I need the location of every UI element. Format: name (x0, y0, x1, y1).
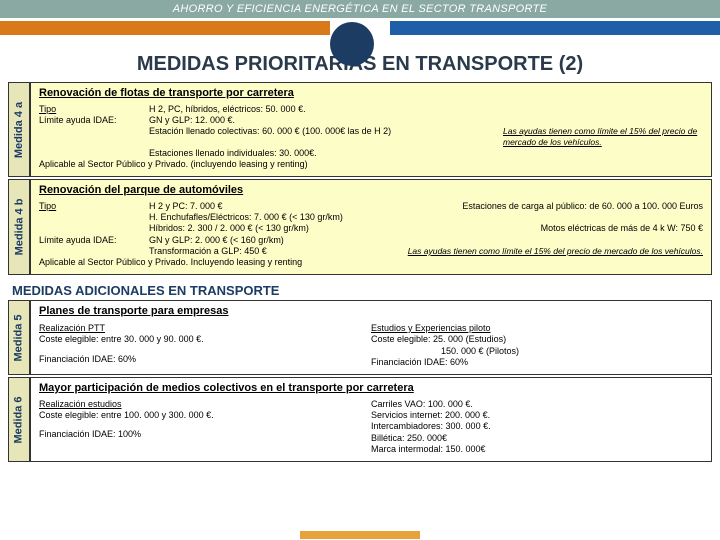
box-4a: Renovación de flotas de transporte por c… (30, 82, 712, 177)
m5-col1: Realización PTT Coste elegible: entre 30… (39, 323, 371, 368)
m6-col1: Realización estudios Coste elegible: ent… (39, 399, 371, 455)
m6c2d: Billética: 250. 000€ (371, 433, 703, 444)
note-4a: Las ayudas tienen como límite el 15% del… (503, 126, 703, 147)
tab-6-label: Medida 6 (13, 396, 25, 443)
section-6: Medida 6 Mayor participación de medios c… (8, 377, 712, 462)
tab-5-label: Medida 5 (13, 314, 25, 361)
label-limite-b: Límite ayuda IDAE: (39, 235, 149, 246)
m6c1a: Realización estudios (39, 399, 122, 409)
section-4a: Medida 4 a Renovación de flotas de trans… (8, 82, 712, 177)
val-2: GN y GLP: 12. 000 €. (149, 115, 703, 126)
val-3: Estación llenado colectivas: 60. 000 € (… (149, 126, 503, 147)
val-4: Estaciones llenado individuales: 30. 000… (149, 148, 703, 159)
m5c2a: Estudios y Experiencias piloto (371, 323, 491, 333)
label-limite: Límite ayuda IDAE: (39, 115, 149, 126)
bval-6: Aplicable al Sector Público y Privado. I… (39, 257, 703, 268)
m5-col2: Estudios y Experiencias piloto Coste ele… (371, 323, 703, 368)
heading-4a: Renovación de flotas de transporte por c… (39, 87, 703, 101)
m6c2a: Carriles VAO: 100. 000 €. (371, 399, 703, 410)
val-1: H 2, PC, híbridos, eléctricos: 50. 000 €… (149, 104, 703, 115)
m5c2b: Coste elegible: 25. 000 (Estudios) (371, 334, 703, 345)
stripe-orange (0, 21, 330, 35)
m6c2e: Marca intermodal: 150. 000€ (371, 444, 703, 455)
bval-5: Transformación a GLP: 450 € (149, 246, 379, 257)
top-banner: AHORRO Y EFICIENCIA ENERGÉTICA EN EL SEC… (0, 0, 720, 18)
m6c2b: Servicios internet: 200. 000 €. (371, 410, 703, 421)
sub-heading: MEDIDAS ADICIONALES EN TRANSPORTE (12, 283, 720, 298)
stripe-blue (390, 21, 720, 35)
bval-3b: Motos eléctricas de más de 4 k W: 750 € (379, 223, 703, 234)
note-4b: Las ayudas tienen como límite el 15% del… (379, 246, 703, 257)
tab-4b: Medida 4 b (8, 179, 30, 275)
m5c1c: Financiación IDAE: 60% (39, 354, 371, 365)
m5c2c: 150. 000 € (Pilotos) (371, 346, 703, 357)
tab-4b-label: Medida 4 b (13, 199, 25, 256)
footer-bar (300, 531, 420, 539)
section-4b: Medida 4 b Renovación del parque de auto… (8, 179, 712, 275)
section-5: Medida 5 Planes de transporte para empre… (8, 300, 712, 375)
decorative-circle (330, 22, 374, 66)
m5c1a: Realización PTT (39, 323, 105, 333)
label-tipo: Tipo (39, 104, 149, 115)
box-4b: Renovación del parque de automóviles Tip… (30, 179, 712, 275)
bval-1c: Estaciones de carga al público: de 60. 0… (349, 201, 703, 212)
bval-4: GN y GLP: 2. 000 € (< 160 gr/km) (149, 235, 703, 246)
label-tipo-b: Tipo (39, 201, 149, 212)
heading-5: Planes de transporte para empresas (39, 305, 703, 319)
m6c1c: Financiación IDAE: 100% (39, 429, 371, 440)
val-5: Aplicable al Sector Público y Privado. (… (39, 159, 703, 170)
box-6: Mayor participación de medios colectivos… (30, 377, 712, 462)
tab-4a-label: Medida 4 a (13, 101, 25, 157)
m6-col2: Carriles VAO: 100. 000 €. Servicios inte… (371, 399, 703, 455)
m5c2d: Financiación IDAE: 60% (371, 357, 703, 368)
m6c1b: Coste elegible: entre 100. 000 y 300. 00… (39, 410, 371, 421)
heading-6: Mayor participación de medios colectivos… (39, 382, 703, 396)
heading-4b: Renovación del parque de automóviles (39, 184, 703, 198)
bval-3: Híbridos: 2. 300 / 2. 000 € (< 130 gr/km… (149, 223, 379, 234)
tab-5: Medida 5 (8, 300, 30, 375)
m6c2c: Intercambiadores: 300. 000 €. (371, 421, 703, 432)
tab-4a: Medida 4 a (8, 82, 30, 177)
m5c1b: Coste elegible: entre 30. 000 y 90. 000 … (39, 334, 371, 345)
bval-2: H. Enchufafles/Eléctricos: 7. 000 € (< 1… (149, 212, 343, 223)
box-5: Planes de transporte para empresas Reali… (30, 300, 712, 375)
bval-1: H 2 y PC: 7. 000 € (149, 201, 349, 212)
tab-6: Medida 6 (8, 377, 30, 462)
